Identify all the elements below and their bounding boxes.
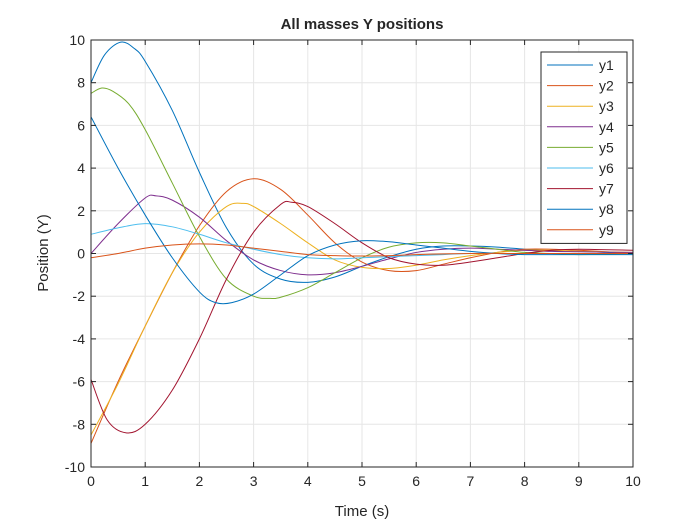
series-line-y7 bbox=[90, 200, 634, 434]
x-tick-label: 4 bbox=[304, 473, 312, 489]
legend-label-y2: y2 bbox=[599, 78, 614, 94]
series-layer bbox=[90, 41, 634, 444]
y-axis-label: Position (Y) bbox=[35, 214, 52, 292]
y-tick-label: 8 bbox=[77, 75, 85, 91]
x-axis-label: Time (s) bbox=[335, 503, 389, 520]
y-tick-label: -8 bbox=[73, 416, 86, 432]
y-tick-label: 4 bbox=[77, 160, 85, 176]
x-tick-label: 10 bbox=[625, 473, 641, 489]
legend-label-y3: y3 bbox=[599, 98, 614, 114]
series-line-y3 bbox=[90, 202, 634, 436]
series-line-y8 bbox=[90, 116, 633, 305]
legend-label-y1: y1 bbox=[599, 57, 614, 73]
x-tick-label: 0 bbox=[87, 473, 95, 489]
legend-label-y7: y7 bbox=[599, 181, 614, 197]
y-tick-label: 0 bbox=[77, 246, 85, 262]
y-tick-label: -4 bbox=[73, 331, 86, 347]
x-tick-label: 3 bbox=[250, 473, 258, 489]
y-tick-label: -10 bbox=[65, 459, 85, 475]
x-tick-label: 9 bbox=[575, 473, 583, 489]
legend-label-y6: y6 bbox=[599, 160, 614, 176]
x-tick-label: 5 bbox=[358, 473, 366, 489]
x-tick-label: 8 bbox=[521, 473, 529, 489]
x-tick-label: 6 bbox=[412, 473, 420, 489]
legend-label-y8: y8 bbox=[599, 201, 614, 217]
tick-layer: 0 1 2 3 4 5 6 7 8 9 10 -10 -8 -6 -4 -2 0 2 4 6 8 10 bbox=[65, 32, 641, 489]
x-tick-label: 1 bbox=[141, 473, 149, 489]
legend-label-y9: y9 bbox=[599, 222, 614, 238]
legend: y1 y2 y3 y4 y5 y6 y7 y8 y9 bbox=[540, 51, 628, 244]
y-tick-label: -2 bbox=[73, 288, 86, 304]
chart-title: All masses Y positions bbox=[281, 16, 444, 33]
y-tick-label: 6 bbox=[77, 117, 85, 133]
legend-label-y4: y4 bbox=[599, 119, 614, 135]
series-line-y5 bbox=[90, 87, 634, 300]
legend-label-y5: y5 bbox=[599, 139, 614, 155]
x-tick-label: 7 bbox=[467, 473, 475, 489]
y-tick-label: -6 bbox=[73, 374, 86, 390]
series-line-y9 bbox=[90, 243, 634, 259]
y-tick-label: 2 bbox=[77, 203, 85, 219]
y-tick-label: 10 bbox=[69, 32, 85, 48]
x-tick-label: 2 bbox=[196, 473, 204, 489]
